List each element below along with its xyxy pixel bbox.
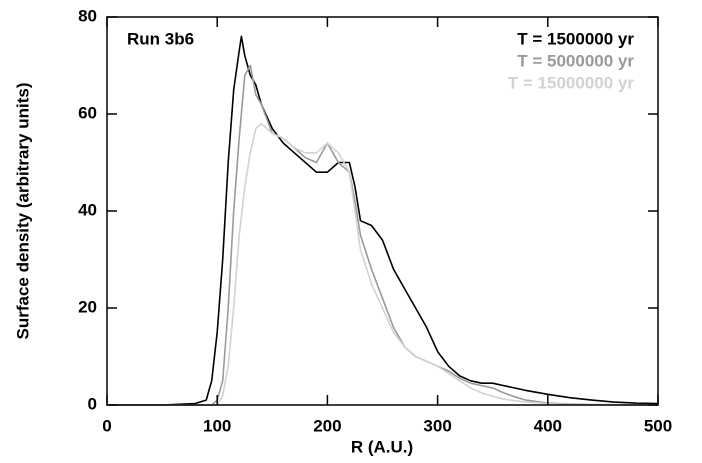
y-tick-label: 60 [78,103,97,122]
x-tick-label: 300 [423,416,451,435]
x-tick-label: 400 [534,416,562,435]
x-tick-label: 200 [313,416,341,435]
y-tick-label: 20 [78,297,97,316]
series-line [107,35,659,406]
y-tick-label: 40 [78,200,97,219]
legend-entry: T = 1500000 yr [517,29,634,48]
x-tick-label: 500 [644,416,672,435]
series-line [107,64,659,406]
x-tick-label: 100 [203,416,231,435]
series-line [107,122,659,406]
x-tick-label: 0 [102,416,111,435]
y-tick-label: 80 [78,6,97,25]
y-axis-label: Surface density (arbitrary units) [13,83,32,340]
legend-entry: T = 15000000 yr [508,73,635,92]
x-axis-label: R (A.U.) [351,437,413,456]
annotation: Run 3b6 [127,29,194,48]
y-tick-label: 0 [88,394,97,413]
legend-entry: T = 5000000 yr [517,51,634,70]
